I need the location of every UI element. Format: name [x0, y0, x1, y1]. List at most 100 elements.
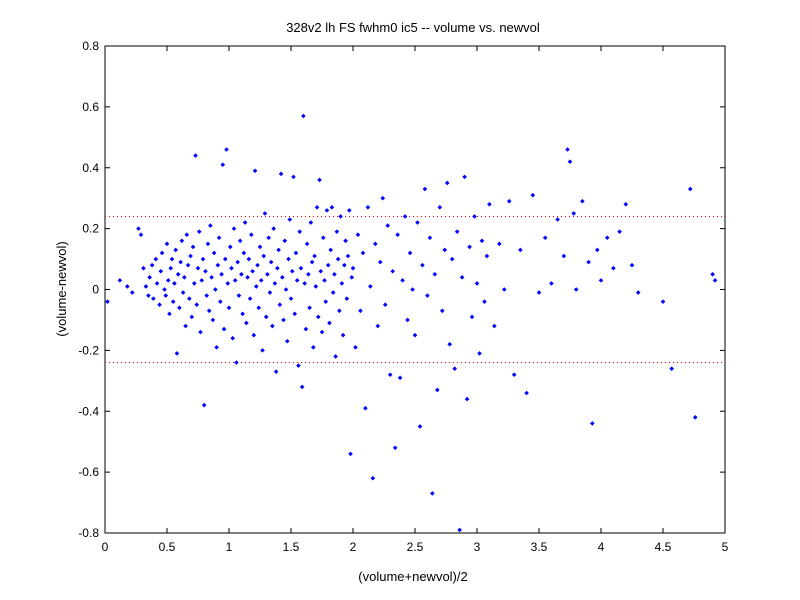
data-point — [174, 351, 180, 356]
data-point — [178, 259, 183, 265]
data-point — [417, 424, 423, 429]
plot-frame — [104, 45, 726, 534]
data-point — [330, 290, 336, 295]
data-point — [327, 320, 332, 326]
data-point — [198, 329, 203, 335]
data-point — [324, 208, 330, 213]
data-point — [129, 290, 135, 295]
data-point — [530, 192, 536, 198]
data-point — [232, 278, 238, 283]
data-point — [168, 265, 174, 271]
data-point — [405, 317, 410, 323]
data-point — [158, 268, 164, 274]
data-point — [294, 278, 300, 283]
y-tick-label: 0.8 — [82, 39, 99, 53]
x-axis-ticks: 0 0.5 1 1.5 2 2.5 3 3.5 4 4.5 5 — [102, 46, 729, 554]
data-point — [270, 323, 275, 329]
data-point — [343, 238, 348, 244]
data-point — [189, 314, 195, 320]
data-point — [317, 177, 322, 183]
data-point — [561, 253, 567, 259]
data-point — [422, 186, 428, 192]
data-point — [154, 281, 160, 286]
data-point — [338, 214, 343, 219]
data-point — [146, 293, 151, 298]
data-point — [188, 253, 193, 259]
data-point — [635, 290, 641, 295]
data-point — [235, 259, 240, 265]
data-point — [196, 229, 202, 234]
data-point — [332, 271, 337, 277]
data-point — [353, 345, 358, 350]
data-point — [287, 217, 293, 222]
data-point — [377, 259, 383, 265]
data-point — [149, 262, 155, 268]
data-point — [469, 314, 475, 320]
data-point — [200, 256, 206, 262]
data-point — [147, 275, 152, 280]
data-point — [258, 278, 264, 283]
data-point — [267, 290, 273, 295]
data-point — [162, 287, 167, 292]
data-point — [363, 405, 368, 411]
data-point — [660, 299, 666, 304]
data-point — [382, 302, 388, 308]
data-point — [474, 281, 480, 286]
data-point — [412, 332, 418, 338]
x-tick-label: 5 — [722, 540, 729, 554]
data-point — [380, 195, 386, 201]
data-point — [276, 247, 281, 253]
data-point — [247, 296, 253, 301]
data-point — [454, 229, 460, 234]
data-point — [195, 265, 201, 271]
data-point — [226, 305, 232, 311]
data-point — [272, 281, 278, 286]
data-point — [301, 113, 306, 119]
data-point — [214, 345, 219, 350]
data-point — [180, 290, 186, 295]
data-point — [224, 147, 229, 152]
data-point — [325, 262, 331, 268]
data-point — [251, 332, 257, 338]
data-point — [303, 326, 309, 332]
data-point — [506, 198, 512, 204]
data-point — [266, 235, 271, 241]
data-point — [257, 244, 263, 250]
data-point — [368, 284, 373, 289]
data-point — [590, 421, 595, 426]
data-point — [187, 296, 192, 301]
data-point — [117, 278, 123, 283]
data-point — [210, 317, 216, 323]
data-point — [239, 271, 244, 277]
data-point — [315, 314, 321, 320]
data-point — [203, 268, 208, 274]
data-point — [205, 241, 211, 247]
data-point — [430, 491, 435, 496]
data-point — [342, 262, 347, 268]
data-point — [340, 332, 346, 338]
y-axis-label: (volume-newvol) — [54, 241, 69, 336]
data-point — [225, 281, 231, 286]
data-point — [669, 366, 674, 371]
data-point — [449, 256, 455, 262]
data-point — [221, 326, 227, 332]
data-point — [370, 475, 376, 481]
data-point — [580, 198, 585, 204]
x-tick-label: 4.5 — [655, 540, 672, 554]
data-point — [283, 287, 289, 292]
data-point — [439, 308, 445, 314]
data-point — [291, 174, 296, 180]
data-point — [216, 235, 222, 241]
data-point — [136, 226, 141, 231]
data-point — [165, 278, 171, 283]
data-point — [482, 299, 487, 304]
data-point — [319, 329, 325, 335]
data-point — [242, 220, 248, 225]
data-point — [311, 345, 316, 350]
data-point — [318, 268, 324, 274]
data-point — [604, 235, 610, 241]
data-point — [307, 305, 312, 311]
y-tick-label: 0.4 — [82, 161, 99, 175]
data-point — [555, 217, 560, 222]
data-point — [211, 250, 217, 256]
